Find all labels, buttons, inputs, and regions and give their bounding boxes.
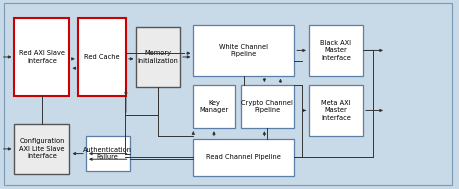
- Text: Memory
Initialization: Memory Initialization: [138, 50, 178, 64]
- Text: Configuration
AXI Lite Slave
Interface: Configuration AXI Lite Slave Interface: [19, 138, 65, 159]
- Text: White Channel
Pipeline: White Channel Pipeline: [219, 44, 268, 57]
- FancyBboxPatch shape: [4, 3, 451, 185]
- FancyBboxPatch shape: [78, 18, 126, 96]
- Text: Authentication
Failure: Authentication Failure: [83, 147, 132, 160]
- FancyBboxPatch shape: [86, 136, 129, 171]
- FancyBboxPatch shape: [14, 124, 69, 174]
- FancyBboxPatch shape: [308, 25, 362, 76]
- Text: Crypto Channel
Pipeline: Crypto Channel Pipeline: [241, 100, 293, 113]
- FancyBboxPatch shape: [193, 85, 234, 128]
- FancyBboxPatch shape: [240, 85, 294, 128]
- Text: Key
Manager: Key Manager: [199, 100, 228, 113]
- Text: Red Cache: Red Cache: [84, 54, 119, 60]
- FancyBboxPatch shape: [193, 139, 294, 176]
- Text: Black AXI
Master
Interface: Black AXI Master Interface: [320, 40, 351, 61]
- Text: Read Channel Pipeline: Read Channel Pipeline: [206, 154, 280, 160]
- FancyBboxPatch shape: [136, 27, 179, 87]
- Text: Meta AXI
Master
Interface: Meta AXI Master Interface: [320, 100, 350, 121]
- FancyBboxPatch shape: [193, 25, 294, 76]
- FancyBboxPatch shape: [308, 85, 362, 136]
- Text: Red AXI Slave
Interface: Red AXI Slave Interface: [19, 50, 65, 64]
- FancyBboxPatch shape: [14, 18, 69, 96]
